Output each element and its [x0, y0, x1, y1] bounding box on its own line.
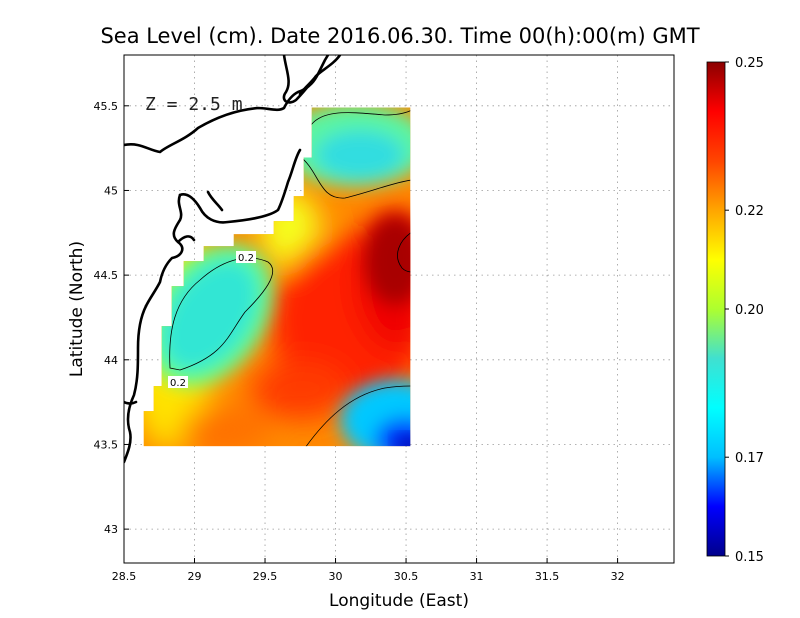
- contour-label-1-text: 0.2: [238, 253, 254, 264]
- depth-label: Z = 2.5 m: [145, 94, 243, 115]
- field-low-west-cyan: [161, 259, 259, 371]
- colorbar-ticks: 0.15 0.17 0.20 0.22 0.25: [725, 56, 764, 565]
- field-darkred-core: [365, 215, 411, 305]
- contour-line-southeast: [304, 385, 411, 447]
- field-red-south: [250, 360, 350, 420]
- colorbar-tick-label: 0.15: [735, 550, 764, 565]
- field-low-southeast-core: [396, 436, 411, 447]
- coastline-spit: [298, 55, 342, 96]
- coastline-main: [124, 55, 330, 154]
- contour-label-2-text: 0.2: [170, 378, 186, 389]
- coastline: [124, 55, 342, 464]
- colorbar-ramp: [706, 61, 726, 557]
- coastline-inlet-2: [206, 190, 224, 212]
- contour-label-2: 0.2: [168, 376, 188, 389]
- x-axis-ticks: 28.5 29 29.5 30 30.5 31 31.5 32: [112, 558, 625, 583]
- colorbar-tick-label: 0.17: [735, 451, 764, 466]
- contour-line-north: [307, 109, 411, 131]
- y-tick-label: 43.5: [94, 438, 119, 451]
- x-tick-label: 31: [470, 570, 484, 583]
- contour-label-1: 0.2: [236, 251, 256, 264]
- contour-line-east-core: [397, 231, 411, 273]
- x-tick-label: 30.5: [394, 570, 419, 583]
- coastline-inlet-3: [124, 400, 138, 405]
- y-tick-label: 44: [104, 354, 118, 367]
- coastline-gulf: [144, 193, 184, 308]
- x-tick-label: 29.5: [253, 570, 278, 583]
- y-tick-label: 45.5: [94, 100, 119, 113]
- x-tick-label: 30: [329, 570, 343, 583]
- y-tick-label: 44.5: [94, 269, 119, 282]
- x-tick-label: 32: [611, 570, 625, 583]
- coastline-inlet-1: [176, 235, 196, 244]
- colorbar: 0.15 0.17 0.20 0.22 0.25: [706, 56, 764, 565]
- y-tick-label: 45: [104, 184, 118, 197]
- x-tick-label: 31.5: [535, 570, 560, 583]
- x-axis-label: Longitude (East): [329, 591, 469, 611]
- y-tick-label: 43: [104, 523, 118, 536]
- colorbar-tick-label: 0.20: [735, 303, 764, 318]
- x-tick-label: 29: [188, 570, 202, 583]
- y-axis-ticks: 43 43.5 44 44.5 45 45.5: [94, 100, 129, 536]
- plot-frame: [123, 54, 675, 564]
- contour-line-north-low: [297, 154, 411, 199]
- colorbar-tick-label: 0.22: [735, 204, 764, 219]
- contour-line-west: [169, 257, 274, 371]
- coastline-delta: [178, 148, 302, 224]
- coastline-south: [124, 304, 148, 464]
- map-title: Sea Level (cm). Date 2016.06.30. Time 00…: [100, 24, 699, 48]
- x-tick-label: 28.5: [112, 570, 137, 583]
- field-orange-south: [180, 408, 270, 447]
- colorbar-tick-label: 0.25: [735, 56, 764, 71]
- field-low-north-cyan: [315, 130, 405, 180]
- y-axis-label: Latitude (North): [67, 241, 87, 377]
